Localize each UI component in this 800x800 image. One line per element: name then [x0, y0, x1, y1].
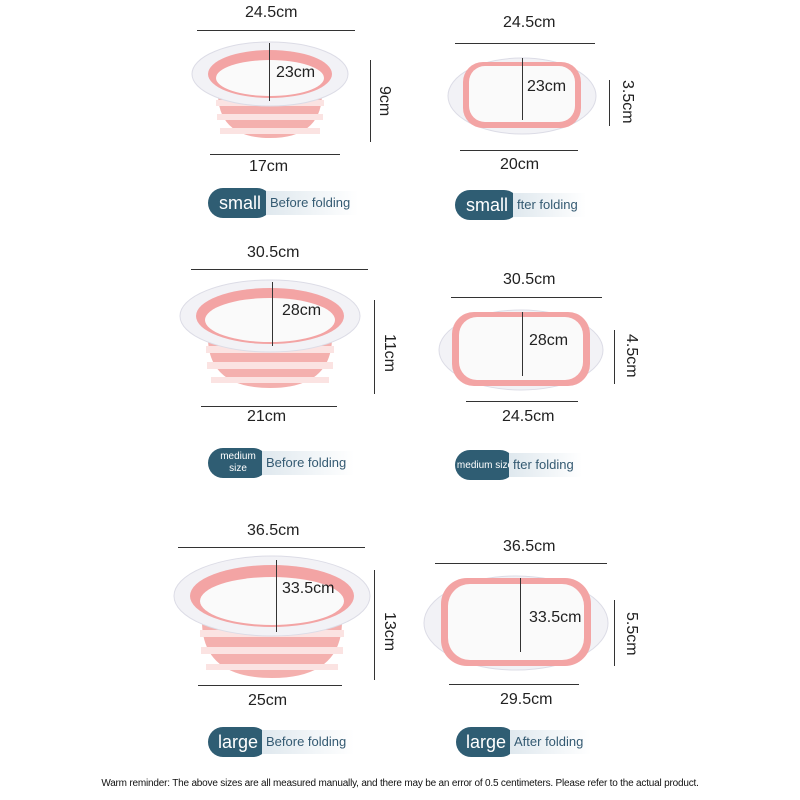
size-tag-before: large Before folding — [208, 727, 355, 757]
inner-width-marker — [272, 282, 273, 346]
height-label: 11cm — [381, 334, 398, 372]
inner-width-marker — [522, 58, 523, 120]
inner-width-label: 33.5cm — [282, 580, 335, 597]
size-tag-after: medium size fter folding — [455, 450, 582, 480]
size-pill: large — [456, 727, 516, 757]
top-width-line — [178, 547, 365, 548]
height-line — [374, 570, 375, 680]
inner-width-marker — [522, 312, 523, 376]
after-folding-label: fter folding — [513, 193, 586, 217]
bottom-width-label: 25cm — [248, 692, 288, 709]
height-label: 5.5cm — [623, 612, 640, 656]
height-line — [614, 600, 615, 666]
inner-width-marker — [269, 43, 270, 101]
top-width-label: 24.5cm — [503, 14, 556, 31]
size-pill: large — [208, 727, 268, 757]
before-folding-label: Before folding — [262, 451, 355, 475]
size-pill: small — [455, 190, 519, 220]
warm-reminder-note: Warm reminder: The above sizes are all m… — [101, 778, 699, 789]
size-pill: small — [208, 188, 272, 218]
inner-width-label: 28cm — [282, 302, 322, 319]
bottom-width-line — [198, 685, 342, 686]
height-line — [609, 80, 610, 126]
top-width-line — [197, 30, 355, 31]
inner-width-label: 23cm — [276, 64, 316, 81]
top-width-label: 36.5cm — [503, 538, 556, 555]
bottom-width-line — [460, 150, 578, 151]
inner-width-marker — [276, 560, 277, 632]
top-width-line — [451, 297, 602, 298]
height-line — [614, 330, 615, 384]
height-label: 13cm — [381, 612, 398, 652]
after-folding-label: After folding — [510, 730, 592, 754]
inner-width-label: 28cm — [529, 332, 569, 349]
before-folding-label: Before folding — [266, 191, 359, 215]
height-line — [370, 60, 371, 142]
top-width-label: 30.5cm — [503, 271, 556, 288]
size-pill-line2: size — [229, 463, 247, 474]
size-pill: medium size — [455, 450, 515, 480]
basin-medium-folded-image — [438, 309, 604, 391]
size-tag-before: medium size Before folding — [208, 448, 355, 478]
size-pill-line1: medium — [220, 451, 256, 462]
bottom-width-line — [210, 154, 340, 155]
size-tag-before: small Before folding — [208, 188, 359, 218]
before-folding-label: Before folding — [262, 730, 355, 754]
bottom-width-line — [449, 684, 579, 685]
top-width-label: 30.5cm — [247, 244, 300, 261]
inner-width-label: 33.5cm — [529, 609, 582, 626]
top-width-line — [455, 43, 595, 44]
height-label: 4.5cm — [623, 334, 640, 378]
height-line — [374, 300, 375, 394]
top-width-line — [435, 563, 607, 564]
size-tag-after: large After folding — [456, 727, 592, 757]
top-width-label: 36.5cm — [247, 522, 300, 539]
height-label: 3.5cm — [619, 80, 636, 124]
bottom-width-label: 29.5cm — [500, 691, 553, 708]
bottom-width-line — [201, 406, 337, 407]
basin-large-folded-image — [423, 575, 609, 671]
bottom-width-label: 21cm — [247, 408, 287, 425]
top-width-line — [191, 269, 368, 270]
bottom-width-line — [466, 401, 578, 402]
basin-large-unfolded-image — [173, 555, 371, 678]
after-folding-label: fter folding — [509, 453, 582, 477]
bottom-width-label: 24.5cm — [502, 408, 555, 425]
inner-width-marker — [520, 578, 521, 652]
basin-small-unfolded-image — [191, 41, 349, 138]
size-pill: medium size — [208, 448, 268, 478]
bottom-width-label: 17cm — [249, 158, 289, 175]
size-tag-after: small fter folding — [455, 190, 586, 220]
bottom-width-label: 20cm — [500, 156, 540, 173]
basin-medium-unfolded-image — [179, 279, 361, 388]
inner-width-label: 23cm — [527, 78, 567, 95]
top-width-label: 24.5cm — [245, 4, 298, 21]
height-label: 9cm — [376, 86, 393, 117]
